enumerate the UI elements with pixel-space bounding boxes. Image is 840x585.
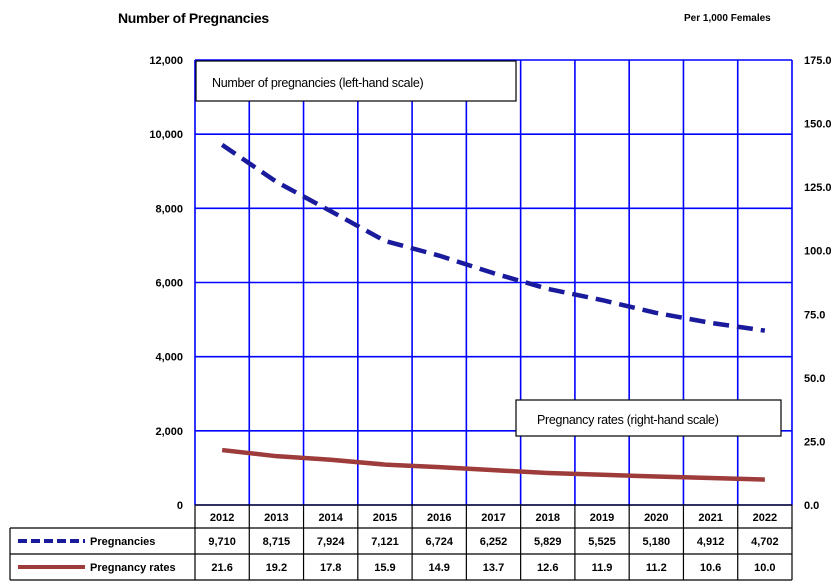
right-axis-title: Per 1,000 Females: [684, 13, 771, 24]
table-value: 8,715: [263, 536, 291, 548]
table-value: 7,924: [317, 536, 345, 548]
axes: 0 2,000 4,000 6,000 8,000 10,000 12,000 0.0 25.0…: [149, 55, 831, 512]
right-axis-tick-label: 25.0: [804, 436, 825, 448]
table-value: 10.6: [700, 562, 721, 574]
table-value: 14.9: [429, 562, 450, 574]
table-value: 5,180: [643, 536, 671, 548]
table-value: 10.0: [754, 562, 775, 574]
table-year-label: 2021: [698, 512, 722, 524]
table-value: 7,121: [371, 536, 399, 548]
table-value: 5,525: [588, 536, 616, 548]
grid: [194, 59, 793, 506]
table-year-label: 2015: [373, 512, 397, 524]
left-axis-tick-label: 6,000: [155, 278, 183, 290]
right-axis-tick-label: 75.0: [804, 309, 825, 321]
left-axis-tick-label: 12,000: [149, 55, 183, 67]
table-year-label: 2013: [264, 512, 288, 524]
table-value: 4,702: [751, 536, 779, 548]
right-axis-tick-label: 0.0: [804, 500, 819, 512]
table-value: 9,710: [208, 536, 236, 548]
left-axis-tick-label: 2,000: [155, 426, 183, 438]
table-value: 17.8: [320, 562, 341, 574]
table-year-label: 2019: [590, 512, 614, 524]
table-value: 15.9: [374, 562, 395, 574]
table-value: 12.6: [537, 562, 558, 574]
table-year-label: 2018: [536, 512, 560, 524]
left-axis-tick-label: 0: [177, 500, 183, 512]
right-axis-tick-label: 100.0: [804, 246, 832, 258]
right-axis-tick-label: 175.0: [804, 55, 832, 67]
annotations: Number of pregnancies (left-hand scale) P…: [195, 60, 782, 437]
annotation-pregnancies-text: Number of pregnancies (left-hand scale): [212, 76, 423, 90]
series-line-pregnancies: [220, 143, 766, 333]
table-value: 13.7: [483, 562, 504, 574]
annotation-pregnancies-box: [195, 60, 517, 102]
table-value: 11.9: [592, 562, 613, 574]
table-value: 5,829: [534, 536, 562, 548]
table-year-label: 2017: [481, 512, 505, 524]
left-axis-tick-label: 4,000: [155, 352, 183, 364]
table-year-label: 2022: [753, 512, 777, 524]
table-year-label: 2012: [210, 512, 234, 524]
left-axis-tick-label: 10,000: [149, 129, 183, 141]
table-value: 6,252: [480, 536, 508, 548]
table-value: 19.2: [266, 562, 287, 574]
annotation-rates-box: [515, 399, 782, 437]
left-axis-title: Number of Pregnancies: [118, 10, 269, 26]
table-value: 21.6: [211, 562, 232, 574]
series-lines: [220, 143, 766, 482]
table-value: 11.2: [646, 562, 667, 574]
table-year-label: 2020: [644, 512, 668, 524]
table-value: 4,912: [697, 536, 725, 548]
table-year-label: 2016: [427, 512, 451, 524]
right-axis-tick-label: 125.0: [804, 182, 832, 194]
table-year-label: 2014: [318, 512, 343, 524]
right-axis-tick-label: 50.0: [804, 373, 825, 385]
right-axis-tick-label: 150.0: [804, 119, 832, 131]
left-axis-tick-label: 8,000: [155, 203, 183, 215]
legend-label: Pregnancies: [90, 536, 155, 548]
annotation-rates-text: Pregnancy rates (right-hand scale): [537, 413, 719, 427]
table-value: 6,724: [425, 536, 453, 548]
series-line-pregnancy-rates: [221, 447, 765, 482]
legend-label: Pregnancy rates: [90, 562, 176, 574]
data-table: 2012 2013 2014 2015 2016 2017 2018 2019 2020 2021…: [9, 504, 793, 581]
